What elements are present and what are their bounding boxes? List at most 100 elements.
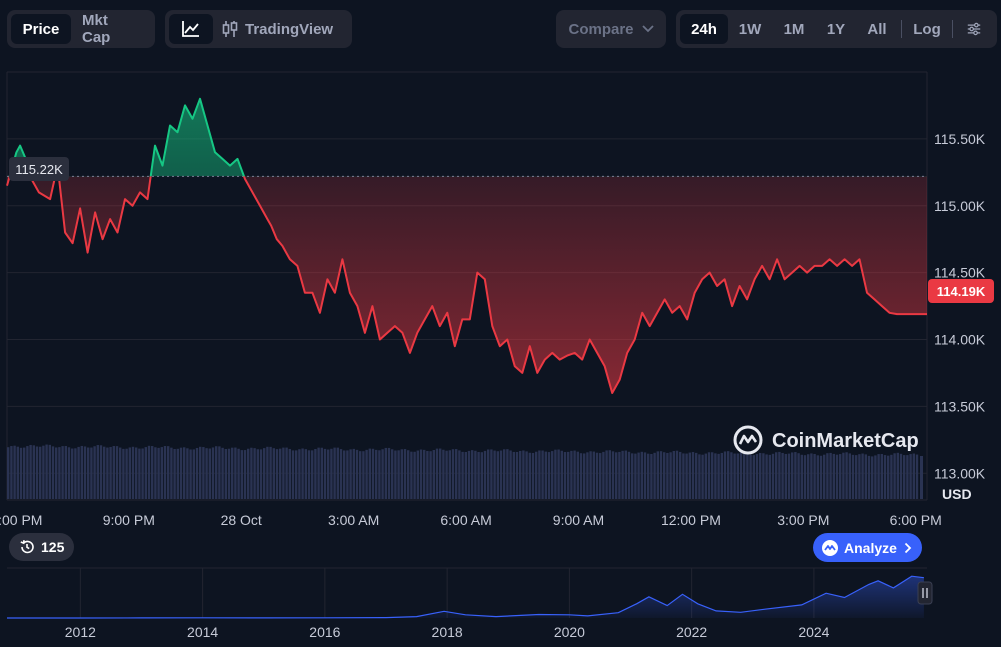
price-area-down: [7, 176, 927, 393]
volume-bar: [355, 449, 359, 499]
volume-bar: [903, 455, 906, 499]
overview-handle[interactable]: [917, 581, 933, 605]
volume-bar: [202, 447, 205, 499]
volume-bar: [871, 456, 874, 499]
volume-bar: [525, 451, 528, 499]
volume-bar: [752, 455, 755, 499]
compare-label: Compare: [568, 20, 634, 38]
volume-bar: [499, 450, 503, 499]
overview-x-axis-labels: 2012 2014 2016 2018 2020 2022 2024: [65, 624, 830, 640]
volume-bar: [311, 450, 314, 499]
history-button[interactable]: 125: [9, 533, 75, 561]
market-cap-button[interactable]: Mkt Cap: [82, 12, 111, 46]
volume-bar: [192, 449, 195, 499]
volume-bar: [643, 452, 647, 499]
x-tick-label: 9:00 PM: [103, 512, 155, 528]
x-tick-label: 6:00 AM: [440, 512, 491, 528]
volume-bar: [749, 454, 752, 499]
volume-bar: [707, 452, 711, 499]
range-24h-button[interactable]: 24h: [680, 14, 728, 44]
volume-bar: [320, 447, 323, 499]
volume-bar: [99, 445, 103, 499]
volume-bar: [704, 453, 707, 499]
volume-bar: [55, 447, 58, 499]
volume-bar: [483, 450, 487, 499]
volume-bar: [915, 454, 919, 499]
toolbar-divider: [952, 20, 953, 38]
volume-bar: [800, 454, 803, 499]
price-line: [6, 97, 927, 394]
volume-bar: [263, 448, 266, 499]
range-1m-button[interactable]: 1M: [783, 20, 805, 38]
volume-bar: [445, 450, 448, 499]
volume-bar: [912, 453, 915, 499]
volume-bar: [621, 450, 624, 499]
volume-bar: [672, 450, 675, 499]
volume-bar: [547, 452, 551, 499]
range-all-button[interactable]: All: [867, 20, 887, 38]
volume-bar: [416, 450, 419, 499]
volume-bar: [592, 451, 595, 499]
volume-bar: [455, 449, 458, 499]
price-area-up: [7, 98, 927, 177]
volume-bar: [567, 451, 570, 499]
range-1y-button[interactable]: 1Y: [826, 20, 846, 38]
price-line-up: [8, 97, 246, 177]
volume-bar: [583, 453, 586, 499]
volume-bar: [39, 446, 42, 499]
volume-bar: [803, 455, 807, 499]
volume-bar: [669, 452, 672, 499]
volume-bar: [61, 446, 64, 499]
volume-bar: [131, 446, 135, 499]
volume-bar: [679, 451, 682, 499]
volume-bar: [711, 452, 714, 499]
volume-bar: [397, 450, 400, 499]
volume-bar: [474, 450, 477, 499]
line-chart-button[interactable]: [169, 14, 213, 44]
volume-bar: [375, 449, 378, 499]
volume-bar: [336, 447, 339, 499]
volume-bar: [359, 451, 362, 499]
volume-bar: [138, 448, 141, 499]
candlestick-icon: [222, 21, 238, 37]
volume-bar: [458, 450, 461, 499]
volume-bar: [586, 452, 589, 499]
volume-bar: [109, 447, 112, 499]
volume-bar: [512, 451, 515, 499]
price-button[interactable]: Price: [11, 14, 71, 44]
volume-bar: [71, 448, 74, 499]
volume-bar: [797, 453, 800, 499]
volume-bar: [317, 447, 320, 499]
volume-bar: [506, 449, 509, 499]
volume-bar: [301, 448, 304, 499]
volume-bar: [179, 447, 183, 499]
volume-bar: [573, 450, 576, 499]
volume-bar: [784, 453, 787, 499]
log-scale-button[interactable]: Log: [913, 20, 941, 38]
volume-bar: [576, 451, 579, 499]
volume-bar: [675, 450, 679, 499]
volume-bar: [717, 453, 720, 499]
volume-bar: [634, 453, 637, 499]
volume-bar: [778, 451, 781, 499]
volume-bar: [141, 448, 144, 499]
compare-dropdown[interactable]: Compare: [556, 10, 666, 48]
analyze-button[interactable]: Analyze: [813, 533, 922, 562]
volume-bar: [650, 453, 653, 499]
volume-bar: [599, 453, 602, 499]
volume-bar: [45, 444, 48, 499]
volume-bar: [87, 447, 90, 499]
volume-bar: [291, 450, 295, 499]
range-1w-button[interactable]: 1W: [738, 20, 762, 38]
volume-bar: [394, 450, 397, 499]
tradingview-button[interactable]: TradingView: [213, 14, 341, 44]
volume-bar: [688, 452, 691, 499]
volume-bar: [272, 448, 275, 499]
volume-bar: [496, 451, 499, 499]
chart-settings-button[interactable]: [956, 14, 992, 44]
volume-bar: [173, 448, 176, 499]
volume-bar: [867, 455, 871, 499]
volume-bar: [615, 452, 618, 499]
volume-bar: [611, 451, 615, 499]
